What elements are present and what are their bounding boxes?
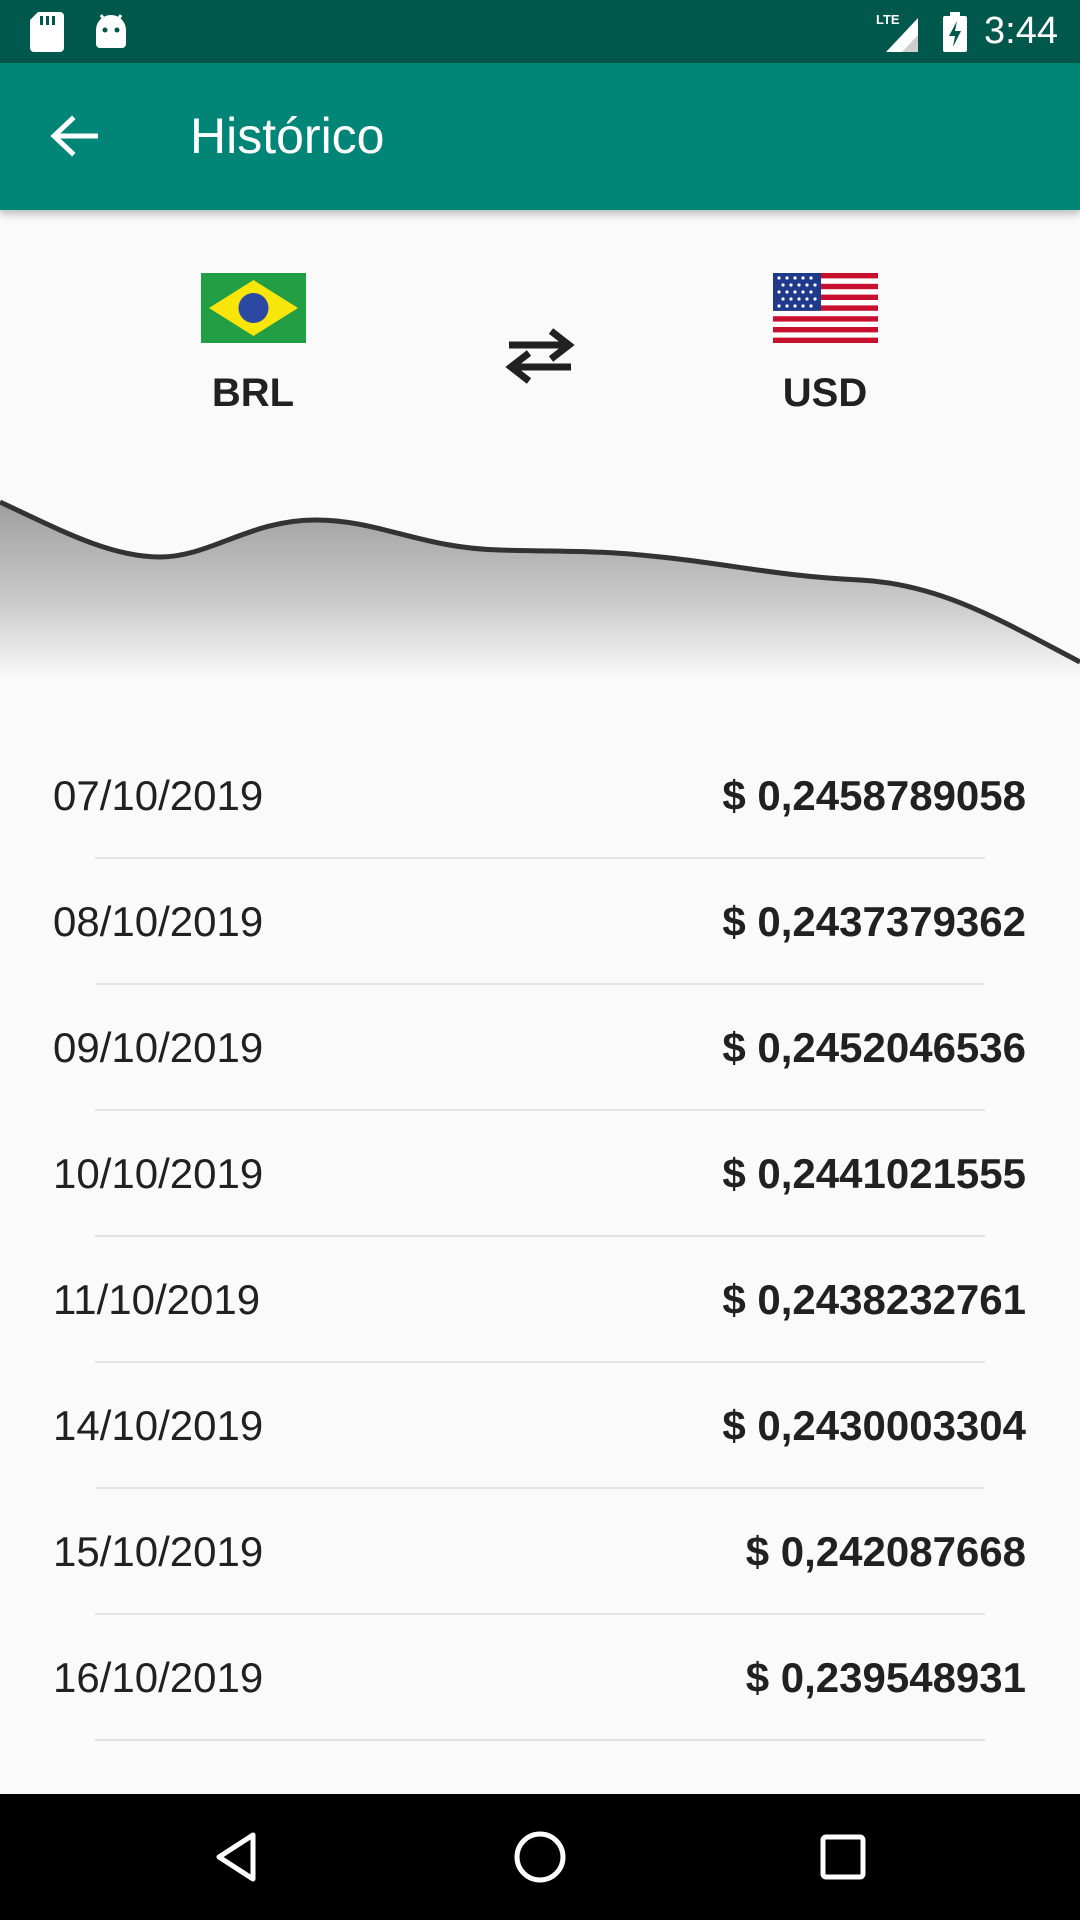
- lte-signal-icon: LTE: [876, 12, 919, 52]
- back-button[interactable]: [44, 106, 104, 166]
- history-value: $ 0,239548931: [745, 1654, 1026, 1701]
- status-left-icons: [30, 10, 128, 53]
- page-title: Histórico: [190, 108, 385, 164]
- history-row[interactable]: 07/10/2019 $ 0,2458789058: [0, 733, 1080, 859]
- status-right-icons: LTE 3:44: [876, 0, 1058, 63]
- history-date: 10/10/2019: [53, 1150, 264, 1197]
- clock: 3:44: [984, 10, 1058, 52]
- battery-charging-icon: [943, 11, 968, 52]
- row-divider: [95, 983, 985, 985]
- usa-flag-icon: [772, 273, 878, 343]
- to-currency[interactable]: USD: [715, 210, 935, 416]
- row-divider: [95, 1487, 985, 1489]
- from-currency-code: BRL: [211, 371, 295, 415]
- sparkline-line: [0, 499, 1080, 665]
- row-divider: [95, 1739, 985, 1741]
- history-value: $ 0,242087668: [745, 1528, 1026, 1575]
- history-date: 16/10/2019: [53, 1654, 264, 1701]
- swap-horizontal-icon[interactable]: [505, 325, 575, 385]
- history-date: 09/10/2019: [53, 1024, 264, 1071]
- history-value: $ 0,2452046536: [722, 1024, 1026, 1071]
- history-row[interactable]: 16/10/2019 $ 0,239548931: [0, 1615, 1080, 1741]
- history-date: 15/10/2019: [53, 1528, 264, 1575]
- system-nav-bar: [0, 1794, 1080, 1920]
- history-row[interactable]: 15/10/2019 $ 0,242087668: [0, 1489, 1080, 1615]
- row-divider: [95, 1109, 985, 1111]
- nav-recents-icon[interactable]: [813, 1827, 873, 1887]
- history-list: 07/10/2019 $ 0,2458789058 08/10/2019 $ 0…: [0, 733, 1080, 1741]
- history-row[interactable]: 09/10/2019 $ 0,2452046536: [0, 985, 1080, 1111]
- brazil-flag-icon: [200, 273, 306, 343]
- history-value: $ 0,2441021555: [722, 1150, 1026, 1197]
- row-divider: [95, 857, 985, 859]
- row-divider: [95, 1613, 985, 1615]
- history-row[interactable]: 10/10/2019 $ 0,2441021555: [0, 1111, 1080, 1237]
- row-divider: [95, 1361, 985, 1363]
- currency-pair: BRL USD: [0, 210, 1080, 460]
- history-date: 11/10/2019: [53, 1276, 261, 1323]
- history-date: 07/10/2019: [53, 772, 264, 819]
- nav-home-icon[interactable]: [510, 1827, 570, 1887]
- history-value: $ 0,2458789058: [722, 772, 1026, 819]
- history-date: 08/10/2019: [53, 898, 264, 945]
- history-value: $ 0,2437379362: [722, 898, 1026, 945]
- history-value: $ 0,2438232761: [722, 1276, 1026, 1323]
- lte-label: LTE: [876, 12, 900, 27]
- app-bar: Histórico: [0, 63, 1080, 210]
- from-currency[interactable]: BRL: [143, 210, 363, 416]
- history-row[interactable]: 11/10/2019 $ 0,2438232761: [0, 1237, 1080, 1363]
- sparkline-area: [0, 502, 1080, 680]
- to-currency-code: USD: [782, 371, 868, 415]
- row-divider: [95, 1235, 985, 1237]
- nav-back-icon[interactable]: [207, 1827, 267, 1887]
- history-value: $ 0,2430003304: [722, 1402, 1026, 1449]
- sd-card-icon: [30, 11, 64, 52]
- history-row[interactable]: 08/10/2019 $ 0,2437379362: [0, 859, 1080, 985]
- arrow-back-icon: [50, 115, 98, 157]
- history-sparkline: [0, 499, 1080, 680]
- history-date: 14/10/2019: [53, 1402, 264, 1449]
- android-icon: [96, 13, 126, 48]
- status-bar: LTE 3:44: [0, 0, 1080, 63]
- history-row[interactable]: 14/10/2019 $ 0,2430003304: [0, 1363, 1080, 1489]
